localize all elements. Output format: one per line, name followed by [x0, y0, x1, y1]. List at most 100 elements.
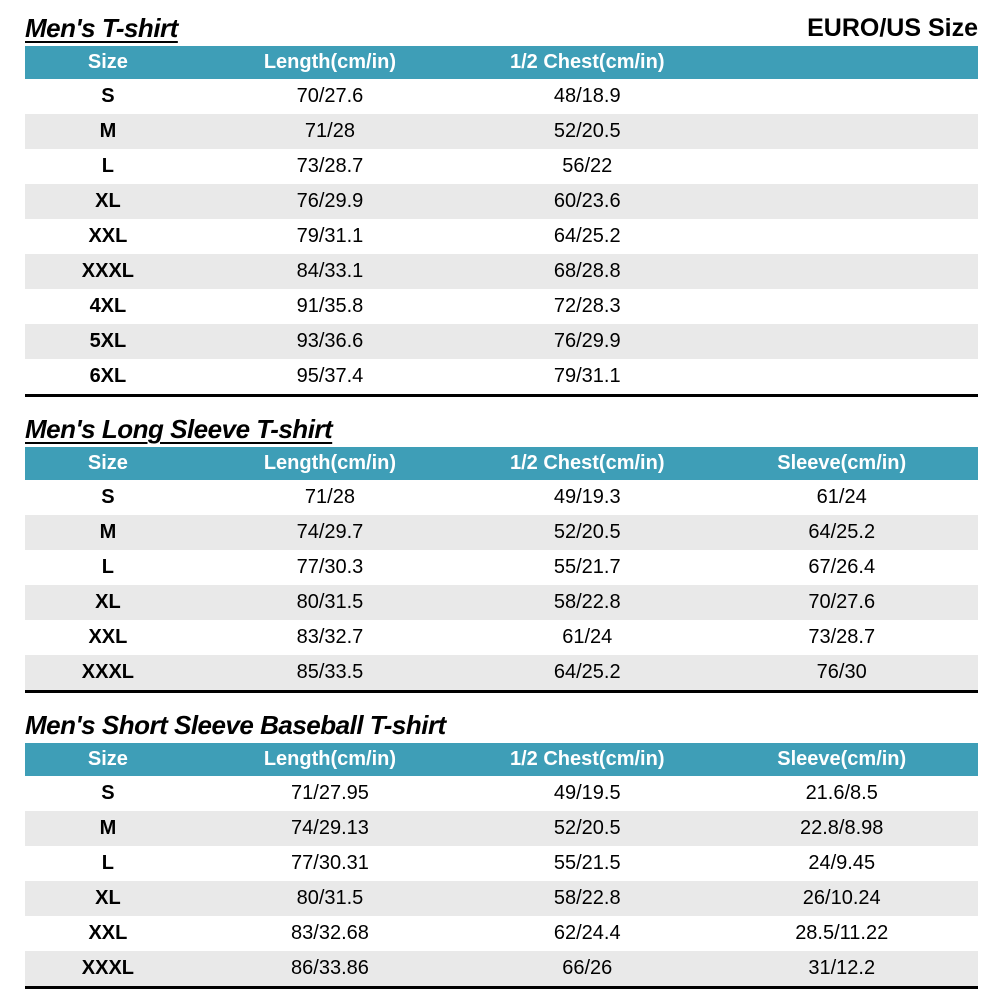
size-cell: 6XL — [25, 359, 191, 396]
table-row: 6XL 95/37.4 79/31.1 — [25, 359, 978, 396]
euro-us-size-label: EURO/US Size — [807, 14, 978, 42]
size-cell: XXXL — [25, 655, 191, 692]
column-header: 1/2 Chest(cm/in) — [469, 447, 706, 480]
measurement-cell: 55/21.5 — [469, 846, 706, 881]
table-row: XL 80/31.5 58/22.8 26/10.24 — [25, 881, 978, 916]
measurement-cell — [705, 219, 978, 254]
column-header: Sleeve(cm/in) — [705, 447, 978, 480]
table-row: 4XL 91/35.8 72/28.3 — [25, 289, 978, 324]
chart-header: Men's Short Sleeve Baseball T-shirt — [25, 711, 978, 739]
measurement-cell: 95/37.4 — [190, 359, 470, 396]
measurement-cell: 70/27.6 — [705, 585, 978, 620]
size-cell: XXXL — [25, 951, 191, 988]
size-cell: XXXL — [25, 254, 191, 289]
table-row: M 74/29.7 52/20.5 64/25.2 — [25, 515, 978, 550]
measurement-cell: 73/28.7 — [190, 149, 470, 184]
measurement-cell: 68/28.8 — [469, 254, 706, 289]
measurement-cell: 55/21.7 — [469, 550, 706, 585]
measurement-cell: 26/10.24 — [705, 881, 978, 916]
size-cell: L — [25, 149, 191, 184]
measurement-cell — [705, 289, 978, 324]
table-row: XXXL 85/33.5 64/25.2 76/30 — [25, 655, 978, 692]
table-row: S 71/27.95 49/19.5 21.6/8.5 — [25, 776, 978, 811]
table-row: XL 80/31.5 58/22.8 70/27.6 — [25, 585, 978, 620]
measurement-cell: 83/32.7 — [190, 620, 470, 655]
measurement-cell: 85/33.5 — [190, 655, 470, 692]
table-row: XXXL 84/33.1 68/28.8 — [25, 254, 978, 289]
measurement-cell: 49/19.3 — [469, 480, 706, 515]
measurement-cell: 52/20.5 — [469, 515, 706, 550]
size-chart-section: Men's Short Sleeve Baseball T-shirt Size L… — [25, 711, 978, 989]
measurement-cell: 31/12.2 — [705, 951, 978, 988]
column-header: Size — [25, 743, 191, 776]
table-row: L 77/30.31 55/21.5 24/9.45 — [25, 846, 978, 881]
measurement-cell: 56/22 — [469, 149, 706, 184]
measurement-cell — [705, 149, 978, 184]
measurement-cell: 62/24.4 — [469, 916, 706, 951]
table-row: XL 76/29.9 60/23.6 — [25, 184, 978, 219]
measurement-cell: 77/30.31 — [190, 846, 470, 881]
chart-header: Men's T-shirt EURO/US Size — [25, 14, 978, 42]
measurement-cell: 80/31.5 — [190, 881, 470, 916]
table-row: S 71/28 49/19.3 61/24 — [25, 480, 978, 515]
column-header: Length(cm/in) — [190, 743, 470, 776]
measurement-cell — [705, 254, 978, 289]
measurement-cell: 84/33.1 — [190, 254, 470, 289]
size-chart-section: Men's Long Sleeve T-shirt Size Length(cm/i… — [25, 415, 978, 693]
table-row: 5XL 93/36.6 76/29.9 — [25, 324, 978, 359]
table-row: L 77/30.3 55/21.7 67/26.4 — [25, 550, 978, 585]
size-cell: 5XL — [25, 324, 191, 359]
column-header: Length(cm/in) — [190, 447, 470, 480]
table-row: M 74/29.13 52/20.5 22.8/8.98 — [25, 811, 978, 846]
chart-title: Men's Short Sleeve Baseball T-shirt — [25, 710, 446, 740]
measurement-cell: 74/29.7 — [190, 515, 470, 550]
measurement-cell: 70/27.6 — [190, 79, 470, 114]
size-cell: S — [25, 776, 191, 811]
size-cell: 4XL — [25, 289, 191, 324]
measurement-cell: 74/29.13 — [190, 811, 470, 846]
column-header: 1/2 Chest(cm/in) — [469, 743, 706, 776]
size-table: Size Length(cm/in) 1/2 Chest(cm/in) S 70/27.… — [25, 46, 978, 397]
measurement-cell: 58/22.8 — [469, 881, 706, 916]
measurement-cell: 93/36.6 — [190, 324, 470, 359]
measurement-cell: 52/20.5 — [469, 811, 706, 846]
measurement-cell — [705, 359, 978, 396]
chart-title: Men's Long Sleeve T-shirt — [25, 414, 333, 444]
size-charts: Men's T-shirt EURO/US Size Size Length(cm/i… — [25, 14, 978, 989]
size-table: Size Length(cm/in) 1/2 Chest(cm/in) Sleeve(… — [25, 447, 978, 693]
table-header-row: Size Length(cm/in) 1/2 Chest(cm/in) Sleeve(… — [25, 447, 978, 480]
measurement-cell: 21.6/8.5 — [705, 776, 978, 811]
size-cell: S — [25, 480, 191, 515]
measurement-cell: 76/29.9 — [190, 184, 470, 219]
measurement-cell — [705, 79, 978, 114]
table-row: XXL 83/32.68 62/24.4 28.5/11.22 — [25, 916, 978, 951]
measurement-cell: 64/25.2 — [469, 219, 706, 254]
size-cell: M — [25, 811, 191, 846]
column-header: Size — [25, 46, 191, 79]
measurement-cell: 91/35.8 — [190, 289, 470, 324]
size-cell: XXL — [25, 916, 191, 951]
measurement-cell: 22.8/8.98 — [705, 811, 978, 846]
measurement-cell: 72/28.3 — [469, 289, 706, 324]
table-header-row: Size Length(cm/in) 1/2 Chest(cm/in) Sleeve(… — [25, 743, 978, 776]
measurement-cell: 66/26 — [469, 951, 706, 988]
measurement-cell: 73/28.7 — [705, 620, 978, 655]
measurement-cell: 79/31.1 — [469, 359, 706, 396]
column-header — [705, 46, 978, 79]
size-cell: S — [25, 79, 191, 114]
measurement-cell: 61/24 — [469, 620, 706, 655]
measurement-cell — [705, 114, 978, 149]
measurement-cell: 86/33.86 — [190, 951, 470, 988]
size-cell: M — [25, 114, 191, 149]
column-header: Sleeve(cm/in) — [705, 743, 978, 776]
measurement-cell — [705, 184, 978, 219]
measurement-cell: 64/25.2 — [469, 655, 706, 692]
measurement-cell: 83/32.68 — [190, 916, 470, 951]
size-cell: L — [25, 846, 191, 881]
table-row: XXL 83/32.7 61/24 73/28.7 — [25, 620, 978, 655]
table-row: S 70/27.6 48/18.9 — [25, 79, 978, 114]
measurement-cell: 52/20.5 — [469, 114, 706, 149]
measurement-cell: 64/25.2 — [705, 515, 978, 550]
chart-title: Men's T-shirt — [25, 13, 178, 43]
column-header: 1/2 Chest(cm/in) — [469, 46, 706, 79]
